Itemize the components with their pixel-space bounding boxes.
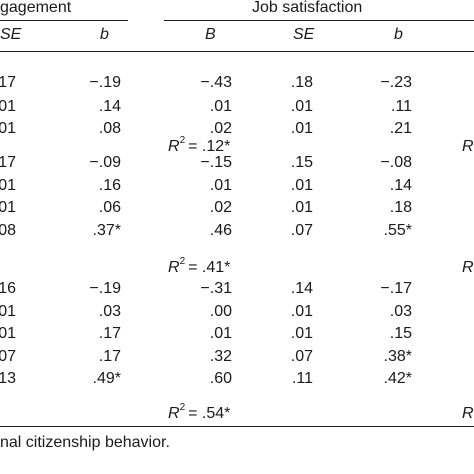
r-squared-exponent: 2	[179, 134, 186, 146]
cell-b: .17	[98, 325, 121, 342]
cell-b: .37*	[92, 222, 121, 239]
cell-b: .00	[209, 303, 232, 320]
group-rule-right	[164, 20, 474, 21]
cell-se: 001	[0, 199, 16, 216]
cell-se: .01	[290, 303, 313, 320]
column-header-SE: SE	[293, 26, 315, 43]
cell-se: 001	[0, 325, 16, 342]
cell-b2: .14	[389, 177, 412, 194]
cell-b: −.19	[89, 280, 121, 297]
r-squared-symbol: R	[168, 138, 180, 155]
r-squared-exponent: 2	[179, 255, 186, 267]
cell-b: −.15	[200, 154, 232, 171]
table-bottom-rule	[0, 426, 474, 427]
r-squared-label: R2 = .54*	[168, 401, 231, 424]
r-squared-edge-clipped: R	[462, 259, 474, 276]
cell-b: .49*	[92, 370, 121, 387]
cell-se: .01	[290, 120, 313, 137]
cell-b2: .21	[389, 120, 412, 137]
group-header-job-satisfaction: Job satisfaction	[252, 0, 363, 16]
group-rule-left	[0, 20, 128, 21]
cell-b: −.19	[89, 74, 121, 91]
cell-b2: .15	[389, 325, 412, 342]
cell-b: .60	[209, 370, 232, 387]
cell-se: .01	[290, 325, 313, 342]
cell-se: 008	[0, 222, 16, 239]
cell-b: .14	[98, 98, 121, 115]
cell-b: .46	[209, 222, 232, 239]
cell-b: .03	[98, 303, 121, 320]
cell-b: −.31	[200, 280, 232, 297]
cell-b: .16	[98, 177, 121, 194]
cell-b2: .55*	[383, 222, 412, 239]
header-bottom-rule	[0, 51, 474, 52]
cell-b: −.09	[89, 154, 121, 171]
cell-se: .01	[290, 177, 313, 194]
cell-b2: .03	[389, 303, 412, 320]
cell-b: .01	[209, 325, 232, 342]
column-header-b: b	[394, 26, 403, 43]
r-squared-exponent: 2	[179, 401, 186, 413]
cell-se: .01	[290, 98, 313, 115]
cell-se: .07	[290, 348, 313, 365]
r-squared-value: = .41*	[188, 259, 231, 276]
r-squared-symbol: R	[168, 259, 180, 276]
column-header-b-left: b	[100, 26, 109, 43]
r-squared-value: = .12*	[188, 138, 231, 155]
r-squared-value: = .54*	[188, 405, 231, 422]
cell-se: 001	[0, 177, 16, 194]
cell-b: .02	[209, 199, 232, 216]
cell-b2: −.08	[380, 154, 412, 171]
cell-se: .16	[0, 280, 16, 297]
r-squared-label: R2 = .12*	[168, 134, 231, 157]
cell-se: 001	[0, 98, 16, 115]
r-squared-label: R2 = .41*	[168, 255, 231, 278]
cell-b: .32	[209, 348, 232, 365]
cell-se: .15	[290, 154, 313, 171]
table-footnote: nal citizenship behavior.	[0, 434, 170, 451]
cell-b: .08	[98, 120, 121, 137]
cell-b: −.43	[200, 74, 232, 91]
cell-se: 001	[0, 303, 16, 320]
cell-se: .11	[291, 370, 313, 387]
cell-se: 007	[0, 348, 16, 365]
cell-se: .14	[290, 280, 313, 297]
cell-b: .02	[209, 120, 232, 137]
cell-se: .01	[290, 199, 313, 216]
cell-se: .17	[0, 154, 16, 171]
cell-b: .17	[98, 348, 121, 365]
cell-b2: .42*	[383, 370, 412, 387]
r-squared-edge-clipped: R	[462, 405, 474, 422]
cell-b: .01	[209, 98, 232, 115]
cell-b2: .38*	[383, 348, 412, 365]
cell-se: 13	[0, 370, 16, 387]
r-squared-edge-clipped: R	[462, 138, 474, 155]
cell-b: .01	[209, 177, 232, 194]
cell-se: 001	[0, 120, 16, 137]
cell-se: .17	[0, 74, 16, 91]
column-header-se-left: SE	[0, 26, 22, 43]
cell-b: .06	[98, 199, 121, 216]
cell-se: .18	[290, 74, 313, 91]
column-header-B: B	[205, 26, 216, 43]
r-squared-symbol: R	[168, 405, 180, 422]
cell-se: .07	[290, 222, 313, 239]
group-header-engagement: gagement	[0, 0, 72, 16]
cell-b2: −.17	[380, 280, 412, 297]
cell-b2: .18	[389, 199, 412, 216]
cell-b2: −.23	[380, 74, 412, 91]
cell-b2: .11	[390, 98, 412, 115]
